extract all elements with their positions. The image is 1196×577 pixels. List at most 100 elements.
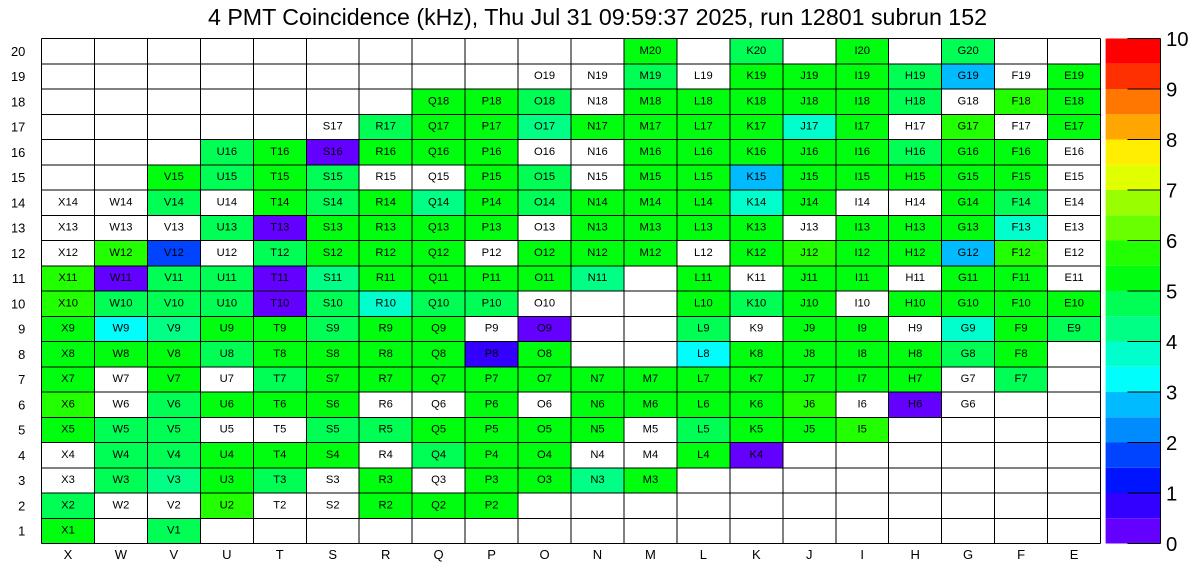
svg-text:15: 15	[11, 170, 25, 185]
svg-text:S9: S9	[326, 323, 340, 335]
svg-text:T16: T16	[270, 146, 289, 158]
svg-text:9: 9	[18, 322, 25, 337]
svg-text:M14: M14	[640, 196, 662, 208]
svg-text:L17: L17	[694, 121, 713, 133]
svg-text:Q3: Q3	[431, 474, 446, 486]
svg-text:L15: L15	[694, 171, 713, 183]
svg-text:H14: H14	[905, 196, 926, 208]
svg-text:P14: P14	[482, 196, 502, 208]
svg-text:T: T	[276, 547, 284, 562]
svg-text:S14: S14	[323, 196, 343, 208]
svg-text:O17: O17	[534, 121, 555, 133]
svg-text:P16: P16	[482, 146, 502, 158]
svg-text:O13: O13	[534, 222, 555, 234]
svg-text:I14: I14	[854, 196, 870, 208]
svg-text:P4: P4	[485, 449, 499, 461]
svg-text:L: L	[700, 547, 707, 562]
svg-text:U14: U14	[217, 196, 238, 208]
svg-text:4 PMT Coincidence (kHz), Thu J: 4 PMT Coincidence (kHz), Thu Jul 31 09:5…	[208, 4, 987, 30]
svg-text:N16: N16	[587, 146, 608, 158]
svg-text:T5: T5	[273, 424, 286, 436]
svg-text:X7: X7	[61, 373, 75, 385]
svg-text:K17: K17	[746, 121, 766, 133]
svg-text:F17: F17	[1011, 121, 1030, 133]
svg-text:V3: V3	[167, 474, 181, 486]
svg-text:M15: M15	[640, 171, 662, 183]
svg-text:O9: O9	[537, 323, 552, 335]
svg-text:4: 4	[1166, 332, 1177, 354]
svg-text:H8: H8	[908, 348, 922, 360]
svg-text:W9: W9	[113, 323, 130, 335]
svg-text:8: 8	[1166, 130, 1177, 152]
svg-text:2: 2	[1166, 433, 1177, 455]
svg-text:S3: S3	[326, 474, 340, 486]
svg-text:K4: K4	[749, 449, 763, 461]
svg-text:G12: G12	[958, 247, 979, 259]
svg-text:M5: M5	[643, 424, 659, 436]
svg-text:5: 5	[1166, 281, 1177, 303]
svg-text:P9: P9	[485, 323, 499, 335]
svg-text:X3: X3	[61, 474, 75, 486]
svg-text:5: 5	[18, 423, 25, 438]
svg-text:K20: K20	[746, 45, 766, 57]
svg-text:F14: F14	[1011, 196, 1030, 208]
svg-text:H7: H7	[908, 373, 922, 385]
svg-text:F: F	[1017, 547, 1025, 562]
svg-text:E16: E16	[1064, 146, 1084, 158]
svg-text:E17: E17	[1064, 121, 1084, 133]
svg-text:I7: I7	[858, 373, 867, 385]
svg-text:P11: P11	[482, 272, 501, 284]
svg-text:H6: H6	[908, 398, 922, 410]
svg-text:3: 3	[18, 473, 25, 488]
svg-text:U3: U3	[220, 474, 234, 486]
svg-text:E: E	[1070, 547, 1079, 562]
svg-text:3: 3	[1166, 382, 1177, 404]
svg-text:O3: O3	[537, 474, 552, 486]
svg-text:V15: V15	[164, 171, 184, 183]
svg-text:T12: T12	[270, 247, 289, 259]
svg-text:L7: L7	[697, 373, 709, 385]
svg-text:R5: R5	[379, 424, 393, 436]
svg-text:W12: W12	[109, 247, 132, 259]
svg-text:O12: O12	[534, 247, 555, 259]
svg-text:O18: O18	[534, 95, 555, 107]
svg-text:R8: R8	[379, 348, 393, 360]
svg-text:O4: O4	[537, 449, 552, 461]
svg-text:6: 6	[1166, 231, 1177, 253]
svg-text:K10: K10	[746, 297, 766, 309]
svg-text:14: 14	[11, 195, 25, 210]
svg-text:U10: U10	[217, 297, 238, 309]
svg-text:T11: T11	[271, 272, 289, 284]
svg-text:9: 9	[1166, 79, 1177, 101]
svg-text:10: 10	[11, 296, 25, 311]
svg-text:G19: G19	[958, 70, 979, 82]
svg-text:I5: I5	[858, 424, 867, 436]
svg-text:Q5: Q5	[431, 424, 446, 436]
svg-text:E13: E13	[1064, 222, 1084, 234]
svg-text:K9: K9	[749, 323, 763, 335]
svg-text:W10: W10	[109, 297, 132, 309]
svg-text:16: 16	[11, 145, 25, 160]
svg-text:O10: O10	[534, 297, 555, 309]
svg-text:S6: S6	[326, 398, 340, 410]
svg-text:V: V	[170, 547, 179, 562]
svg-text:S5: S5	[326, 424, 340, 436]
svg-text:W2: W2	[113, 499, 130, 511]
svg-text:V14: V14	[164, 196, 184, 208]
svg-text:2: 2	[18, 498, 25, 513]
svg-text:Q6: Q6	[431, 398, 446, 410]
svg-text:F8: F8	[1015, 348, 1028, 360]
svg-text:X12: X12	[58, 247, 78, 259]
svg-text:H13: H13	[905, 222, 926, 234]
svg-text:F13: F13	[1011, 222, 1030, 234]
svg-text:P3: P3	[485, 474, 499, 486]
svg-text:L6: L6	[697, 398, 709, 410]
svg-text:L16: L16	[694, 146, 713, 158]
svg-text:Q10: Q10	[428, 297, 449, 309]
svg-text:V2: V2	[167, 499, 181, 511]
svg-text:X5: X5	[61, 424, 75, 436]
svg-text:G15: G15	[958, 171, 979, 183]
svg-text:O15: O15	[534, 171, 555, 183]
svg-text:V11: V11	[164, 272, 183, 284]
svg-text:13: 13	[11, 221, 25, 236]
